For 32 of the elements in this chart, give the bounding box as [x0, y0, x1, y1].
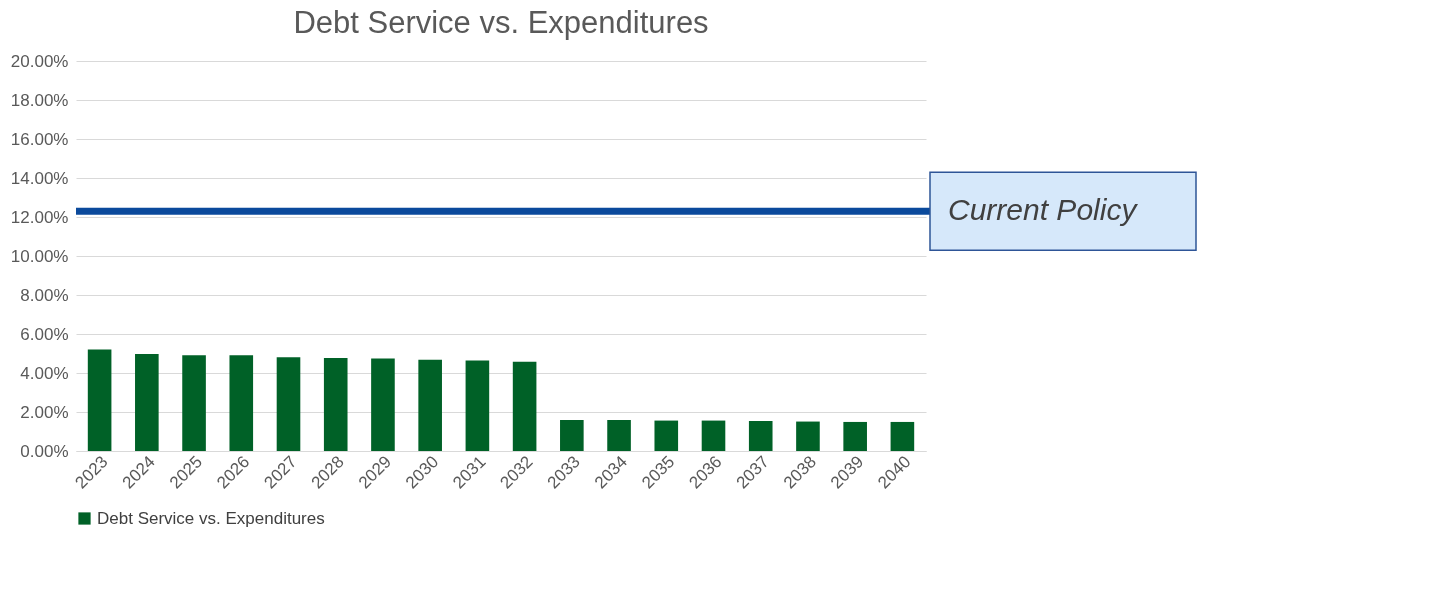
bar	[276, 357, 301, 451]
bar	[701, 420, 726, 451]
bar	[843, 421, 867, 451]
bar	[607, 420, 631, 451]
y-tick-label: 10.00%	[10, 246, 69, 266]
bar	[371, 358, 395, 451]
ref-line-label: Current Policy	[948, 193, 1139, 227]
y-tick-label: 16.00%	[10, 129, 69, 149]
bar	[323, 357, 348, 451]
y-tick-label: 14.00%	[10, 168, 69, 188]
y-tick-label: 18.00%	[10, 90, 69, 110]
bar	[87, 349, 112, 451]
y-tick-label: 6.00%	[20, 324, 69, 344]
bar	[229, 355, 254, 451]
y-tick-label: 2.00%	[20, 402, 69, 422]
y-tick-label: 4.00%	[20, 363, 69, 383]
y-tick-label: 20.00%	[10, 51, 69, 71]
y-tick-label: 0.00%	[20, 441, 69, 461]
bar	[418, 359, 442, 451]
bar	[796, 421, 820, 451]
bar	[654, 420, 679, 451]
bar	[465, 360, 490, 451]
y-tick-label: 8.00%	[20, 285, 69, 305]
legend-label: Debt Service vs. Expenditures	[97, 508, 325, 528]
bar	[135, 353, 159, 451]
y-tick-label: 12.00%	[10, 207, 69, 227]
bar	[512, 361, 537, 451]
bar	[182, 355, 206, 451]
bar	[890, 421, 915, 451]
bar	[560, 420, 584, 451]
chart-title: Debt Service vs. Expenditures	[293, 5, 709, 40]
bar	[748, 420, 773, 451]
